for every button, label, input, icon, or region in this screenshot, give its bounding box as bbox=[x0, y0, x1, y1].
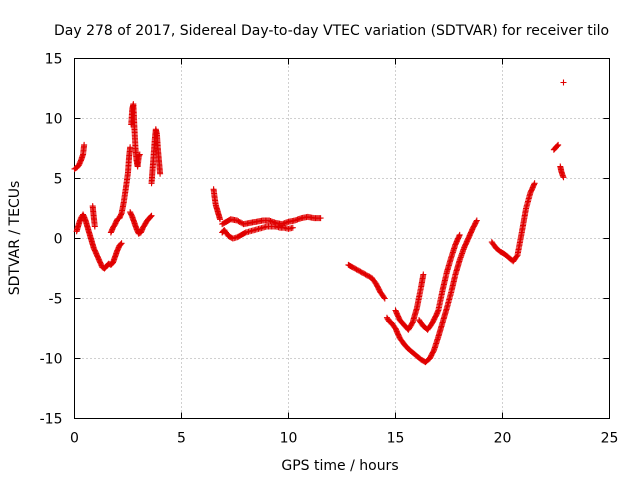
data-point bbox=[560, 79, 567, 86]
data-point bbox=[237, 219, 244, 226]
data-point bbox=[118, 240, 125, 247]
y-tick-label: -5 bbox=[49, 292, 63, 308]
x-tick-label: 5 bbox=[177, 431, 186, 447]
y-tick-label: 15 bbox=[45, 52, 63, 68]
x-tick-label: 15 bbox=[387, 431, 405, 447]
data-point bbox=[359, 270, 366, 277]
data-point bbox=[365, 272, 372, 279]
data-point bbox=[350, 265, 357, 272]
data-point bbox=[356, 267, 363, 274]
y-tick-label: 5 bbox=[54, 172, 63, 188]
data-point bbox=[357, 268, 364, 275]
data-point bbox=[127, 144, 134, 151]
data-point bbox=[117, 241, 124, 248]
data-points bbox=[71, 79, 567, 366]
data-point bbox=[381, 295, 388, 302]
data-point bbox=[236, 218, 243, 225]
grid-lines bbox=[74, 58, 610, 419]
y-tick-label: -15 bbox=[40, 412, 63, 428]
data-point bbox=[362, 271, 369, 278]
data-point bbox=[81, 141, 88, 148]
data-point bbox=[289, 224, 296, 231]
data-point bbox=[560, 174, 567, 181]
data-point bbox=[354, 267, 361, 274]
x-tick-label: 20 bbox=[494, 431, 512, 447]
data-point bbox=[513, 253, 520, 260]
data-point bbox=[473, 218, 480, 225]
data-point bbox=[234, 217, 241, 224]
data-point bbox=[235, 218, 242, 225]
data-point bbox=[366, 273, 373, 280]
x-axis-label: GPS time / hours bbox=[281, 458, 398, 474]
data-point bbox=[363, 272, 370, 279]
y-tick-label: 0 bbox=[54, 232, 63, 248]
y-tick-label: 10 bbox=[45, 112, 63, 128]
data-point bbox=[358, 269, 365, 276]
data-point bbox=[353, 266, 360, 273]
data-point bbox=[148, 212, 155, 219]
chart-title: Day 278 of 2017, Sidereal Day-to-day VTE… bbox=[54, 23, 609, 39]
data-point bbox=[531, 180, 538, 187]
data-point bbox=[352, 265, 359, 272]
data-point bbox=[361, 270, 368, 277]
x-tick-label: 10 bbox=[280, 431, 298, 447]
x-tick-label: 25 bbox=[601, 431, 619, 447]
data-point bbox=[136, 151, 143, 158]
data-point bbox=[456, 231, 463, 238]
axis-ticks: 0 5 10 15 20 25 -15 -10 -5 0 5 10 15 bbox=[40, 52, 619, 447]
data-point bbox=[420, 271, 427, 278]
data-point bbox=[349, 264, 356, 271]
data-point bbox=[157, 170, 164, 177]
x-tick-label: 0 bbox=[70, 431, 79, 447]
data-point bbox=[317, 215, 324, 222]
y-axis-label: SDTVAR / TECUs bbox=[7, 181, 23, 296]
y-tick-label: -10 bbox=[40, 352, 63, 368]
data-point bbox=[91, 223, 98, 230]
data-point bbox=[217, 216, 224, 223]
data-point bbox=[473, 217, 480, 224]
data-point bbox=[554, 142, 561, 149]
data-point bbox=[380, 294, 387, 301]
data-point bbox=[147, 213, 154, 220]
data-point bbox=[555, 141, 562, 148]
